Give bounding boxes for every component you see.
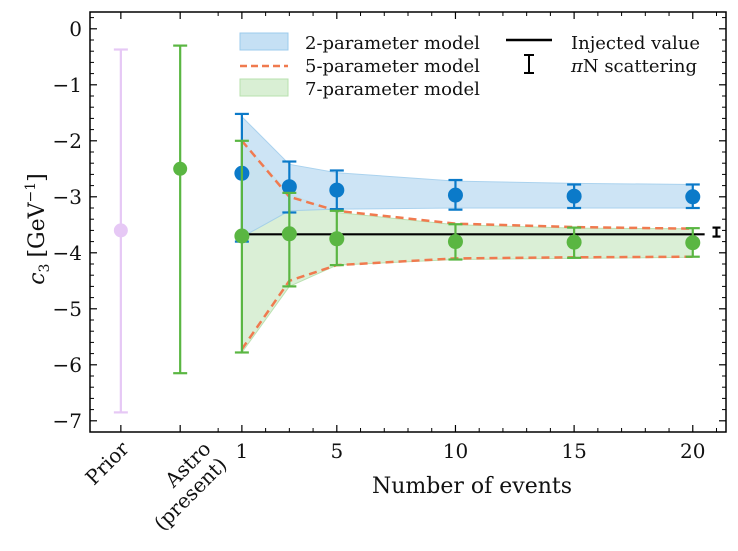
prior-marker xyxy=(113,223,128,238)
legend-label-2param: 2-parameter model xyxy=(305,33,480,54)
y-axis-unit-close: ] xyxy=(25,173,50,182)
green-point-3-marker xyxy=(281,226,297,242)
blue-point-20-marker xyxy=(685,189,701,205)
y-axis-title: c3 [GeV−1] xyxy=(23,173,53,285)
legend: 2-parameter model 5-parameter model 7-pa… xyxy=(239,32,700,100)
points-layer xyxy=(113,44,721,414)
legend-swatch-2param xyxy=(239,32,289,51)
y-axis-symbol: c xyxy=(25,272,50,284)
x-tick-label: 15 xyxy=(561,439,586,463)
dashed-5-parameter-upper xyxy=(240,139,693,230)
blue-point-10-marker xyxy=(447,187,463,203)
astro-marker xyxy=(173,161,188,176)
lines-layer xyxy=(240,139,705,350)
y-tick-label: −2 xyxy=(53,129,82,153)
x-tick-label: 20 xyxy=(680,439,705,463)
y-tick-label: 0 xyxy=(69,17,82,41)
green-point-20-marker xyxy=(685,235,701,251)
legend-label-pin-symbol: π xyxy=(570,56,584,77)
green-point-15-marker xyxy=(566,234,582,250)
y-tick-label: −1 xyxy=(53,73,82,97)
blue-point-15-marker xyxy=(566,188,582,204)
x-tick-label: 1 xyxy=(236,439,249,463)
legend-label-pin: πN scattering xyxy=(570,56,697,77)
green-point-1-marker xyxy=(234,228,250,244)
y-axis-subscript: 3 xyxy=(37,264,53,273)
legend-label-pin-text: N scattering xyxy=(583,56,697,77)
dashed-5-parameter-lower xyxy=(240,255,693,350)
x-tick-label: 10 xyxy=(443,439,468,463)
blue-point-5-marker xyxy=(329,182,345,198)
y-tick-label: −6 xyxy=(53,353,82,377)
legend-swatch-pin xyxy=(524,54,534,74)
y-tick-label: −4 xyxy=(53,241,82,265)
green-point-5-marker xyxy=(329,231,345,247)
legend-label-injected: Injected value xyxy=(571,33,700,54)
ticks-layer: 0−1−2−3−4−5−6−71 5 10 15 20 xyxy=(53,12,726,463)
x-axis-title: Number of events xyxy=(372,474,572,499)
blue-point-3-marker xyxy=(281,179,297,195)
category-label-prior: Prior xyxy=(80,436,133,489)
y-tick-label: −7 xyxy=(53,409,82,433)
x-tick-label: 5 xyxy=(330,439,343,463)
y-axis-unit-open: [GeV xyxy=(25,201,50,257)
green-point-10-marker xyxy=(447,234,463,250)
legend-swatch-7param xyxy=(239,78,289,97)
y-tick-label: −5 xyxy=(53,297,82,321)
y-tick-label: −3 xyxy=(53,185,82,209)
legend-label-7param: 7-parameter model xyxy=(305,79,480,100)
legend-label-5param: 5-parameter model xyxy=(305,56,480,77)
y-axis-unit-exponent: −1 xyxy=(23,182,39,203)
